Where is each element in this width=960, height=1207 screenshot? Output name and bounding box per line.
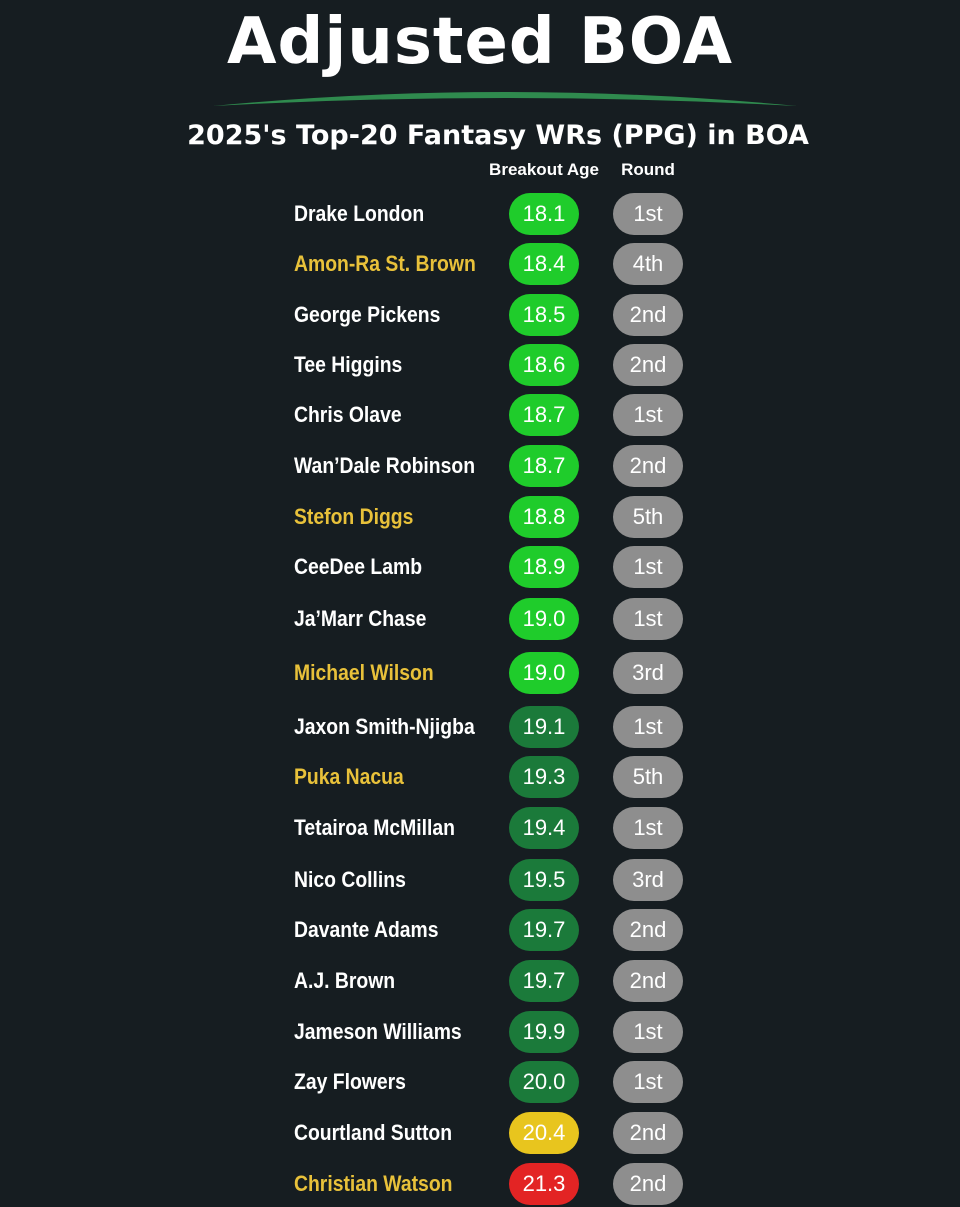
breakout-age-badge: 19.7 [509,909,579,951]
table-row: George Pickens 18.5 2nd [0,293,960,337]
player-name: Stefon Diggs [294,504,414,529]
breakout-age-badge: 20.0 [509,1061,579,1103]
player-name: Jameson Williams [294,1019,462,1044]
draft-round-badge: 1st [613,1011,683,1053]
player-name: Christian Watson [294,1171,453,1196]
table-row: Puka Nacua 19.3 5th [0,755,960,799]
breakout-age-badge: 20.4 [509,1112,579,1154]
draft-round-badge: 1st [613,598,683,640]
player-name: Chris Olave [294,402,402,427]
table-row: Davante Adams 19.7 2nd [0,908,960,952]
table-row: Michael Wilson 19.0 3rd [0,651,960,695]
breakout-age-badge: 18.1 [509,193,579,235]
table-row: Christian Watson 21.3 2nd [0,1162,960,1206]
table-row: Drake London 18.1 1st [0,192,960,236]
table-row: Tee Higgins 18.6 2nd [0,343,960,387]
player-name: George Pickens [294,302,441,327]
breakout-age-badge: 18.7 [509,394,579,436]
breakout-age-badge: 19.0 [509,652,579,694]
table-row: Amon-Ra St. Brown 18.4 4th [0,242,960,286]
breakout-age-badge: 18.4 [509,243,579,285]
table-row: Tetairoa McMillan 19.4 1st [0,806,960,850]
page-title: Adjusted BOA [226,5,734,79]
draft-round-badge: 2nd [613,960,683,1002]
breakout-age-badge: 19.5 [509,859,579,901]
draft-round-badge: 1st [613,807,683,849]
breakout-age-badge: 18.9 [509,546,579,588]
draft-round-badge: 3rd [613,859,683,901]
player-name: Tetairoa McMillan [294,815,456,840]
player-name: Amon-Ra St. Brown [294,251,476,276]
breakout-age-badge: 19.0 [509,598,579,640]
page-subtitle: 2025's Top-20 Fantasy WRs (PPG) in BOA [187,120,809,151]
table-row: Chris Olave 18.7 1st [0,393,960,437]
draft-round-badge: 2nd [613,1112,683,1154]
table-row: Ja’Marr Chase 19.0 1st [0,597,960,641]
breakout-age-badge: 19.9 [509,1011,579,1053]
draft-round-badge: 1st [613,546,683,588]
draft-round-badge: 2nd [613,445,683,487]
player-name: Wan’Dale Robinson [294,453,476,478]
breakout-age-badge: 19.1 [509,706,579,748]
breakout-age-badge: 19.7 [509,960,579,1002]
draft-round-badge: 2nd [613,1163,683,1205]
table-row: Zay Flowers 20.0 1st [0,1060,960,1104]
breakout-age-badge: 21.3 [509,1163,579,1205]
player-name: A.J. Brown [294,968,396,993]
draft-round-badge: 1st [613,394,683,436]
draft-round-badge: 5th [613,756,683,798]
title-underline-arc [213,92,797,106]
breakout-age-badge: 18.8 [509,496,579,538]
player-name: Tee Higgins [294,352,403,377]
draft-round-badge: 1st [613,193,683,235]
draft-round-badge: 1st [613,706,683,748]
player-name: Davante Adams [294,917,439,942]
breakout-age-badge: 18.7 [509,445,579,487]
draft-round-badge: 2nd [613,344,683,386]
player-name: Jaxon Smith-Njigba [294,714,475,739]
draft-round-badge: 2nd [613,909,683,951]
draft-round-badge: 2nd [613,294,683,336]
player-name: Puka Nacua [294,764,404,789]
breakout-age-badge: 19.3 [509,756,579,798]
table-row: Nico Collins 19.5 3rd [0,858,960,902]
draft-round-badge: 1st [613,1061,683,1103]
player-name: Nico Collins [294,867,406,892]
column-header-round: Round [621,160,675,179]
player-name: CeeDee Lamb [294,554,423,579]
player-name: Courtland Sutton [294,1120,453,1145]
player-name: Zay Flowers [294,1069,406,1094]
breakout-age-badge: 18.5 [509,294,579,336]
table-row: Jaxon Smith-Njigba 19.1 1st [0,705,960,749]
player-name: Michael Wilson [294,660,434,685]
player-name: Ja’Marr Chase [294,606,427,631]
breakout-age-badge: 19.4 [509,807,579,849]
table-row: Jameson Williams 19.9 1st [0,1010,960,1054]
table-row: CeeDee Lamb 18.9 1st [0,545,960,589]
draft-round-badge: 3rd [613,652,683,694]
draft-round-badge: 4th [613,243,683,285]
table-row: A.J. Brown 19.7 2nd [0,959,960,1003]
table-row: Wan’Dale Robinson 18.7 2nd [0,444,960,488]
breakout-age-badge: 18.6 [509,344,579,386]
column-header-breakout-age: Breakout Age [489,160,599,179]
table-row: Stefon Diggs 18.8 5th [0,495,960,539]
table-row: Courtland Sutton 20.4 2nd [0,1111,960,1155]
draft-round-badge: 5th [613,496,683,538]
player-name: Drake London [294,201,425,226]
